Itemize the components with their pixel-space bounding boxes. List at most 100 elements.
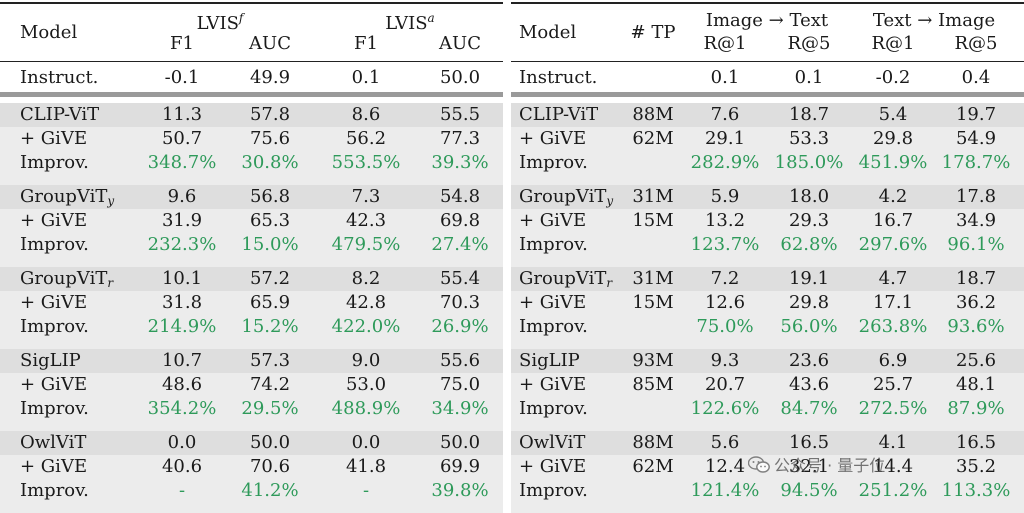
tp-base-value: 31M bbox=[632, 186, 674, 207]
give-value: 75.0 bbox=[439, 374, 481, 395]
tp-give-value: 15M bbox=[632, 292, 674, 313]
model-name-text: GroupViT bbox=[519, 186, 607, 207]
model-subscript: r bbox=[107, 276, 114, 290]
model-name: CLIP-ViT bbox=[20, 104, 99, 130]
base-value: 0.0 bbox=[167, 432, 197, 453]
base-value: 5.4 bbox=[878, 104, 908, 125]
give-value: 20.7 bbox=[704, 374, 746, 395]
improv-label: Improv. bbox=[20, 398, 89, 419]
give-value: 14.4 bbox=[872, 456, 914, 477]
base-value: 17.8 bbox=[955, 186, 997, 207]
improv-value: 272.5% bbox=[858, 398, 928, 419]
tp-base-value: 88M bbox=[632, 432, 674, 453]
give-value: 16.7 bbox=[872, 210, 914, 231]
give-value: 29.1 bbox=[704, 128, 746, 149]
lvis-a-header: LVISa bbox=[385, 7, 434, 35]
improv-label: Improv. bbox=[20, 316, 89, 337]
top-rule bbox=[511, 2, 1024, 4]
model-header: Model bbox=[519, 22, 577, 43]
model-row-highlight bbox=[511, 185, 1024, 209]
give-value: 48.1 bbox=[955, 374, 997, 395]
header-rule bbox=[0, 61, 503, 62]
improv-value: 29.5% bbox=[241, 398, 299, 419]
give-value: 17.1 bbox=[872, 292, 914, 313]
model-name-text: GroupViT bbox=[20, 268, 108, 289]
instruct-label: Instruct. bbox=[519, 67, 598, 88]
base-value: 56.8 bbox=[249, 186, 291, 207]
base-value: 19.1 bbox=[788, 268, 830, 289]
instruct-label: Instruct. bbox=[20, 67, 99, 88]
base-value: 55.4 bbox=[439, 268, 481, 289]
model-name: SigLIP bbox=[519, 350, 580, 376]
model-row-highlight bbox=[0, 431, 503, 455]
improv-value: 39.8% bbox=[431, 480, 489, 501]
base-value: 8.6 bbox=[351, 104, 381, 125]
tp-give-value: 62M bbox=[632, 128, 674, 149]
subcol-header: AUC bbox=[439, 33, 481, 54]
improv-value: 87.9% bbox=[947, 398, 1005, 419]
give-value: 31.9 bbox=[161, 210, 203, 231]
give-label: + GiVE bbox=[20, 374, 88, 395]
lvis-f-superscript: f bbox=[238, 11, 244, 25]
give-value: 75.6 bbox=[249, 128, 291, 149]
give-value: 77.3 bbox=[439, 128, 481, 149]
base-value: 16.5 bbox=[788, 432, 830, 453]
improv-value: 232.3% bbox=[147, 234, 217, 255]
improv-value: 282.9% bbox=[690, 152, 760, 173]
base-value: 6.9 bbox=[878, 350, 908, 371]
separator-band bbox=[511, 92, 1024, 97]
improv-value: 479.5% bbox=[331, 234, 401, 255]
give-label: + GiVE bbox=[519, 292, 587, 313]
give-value: 31.8 bbox=[161, 292, 203, 313]
improv-value: 96.1% bbox=[947, 234, 1005, 255]
model-name-text: OwlViT bbox=[20, 432, 87, 453]
improv-value: 113.3% bbox=[941, 480, 1011, 501]
give-label: + GiVE bbox=[20, 292, 88, 313]
watermark: 公众号 · 量子位 bbox=[748, 452, 885, 476]
improv-value: 251.2% bbox=[858, 480, 928, 501]
give-label: + GiVE bbox=[20, 456, 88, 477]
give-value: 12.6 bbox=[704, 292, 746, 313]
base-value: 18.7 bbox=[955, 268, 997, 289]
improv-value: 122.6% bbox=[690, 398, 760, 419]
improv-value: 263.8% bbox=[858, 316, 928, 337]
improv-label: Improv. bbox=[20, 152, 89, 173]
give-label: + GiVE bbox=[519, 456, 587, 477]
model-row-highlight bbox=[0, 185, 503, 209]
tp-base-value: 88M bbox=[632, 104, 674, 125]
base-value: 57.2 bbox=[249, 268, 291, 289]
give-value: 54.9 bbox=[955, 128, 997, 149]
tp-base-value: 93M bbox=[632, 350, 674, 371]
give-value: 69.8 bbox=[439, 210, 481, 231]
base-value: 50.0 bbox=[249, 432, 291, 453]
model-subscript: y bbox=[107, 194, 115, 208]
improv-value: 348.7% bbox=[147, 152, 217, 173]
base-value: 57.3 bbox=[249, 350, 291, 371]
give-value: 43.6 bbox=[788, 374, 830, 395]
give-value: 29.3 bbox=[788, 210, 830, 231]
base-value: 11.3 bbox=[161, 104, 203, 125]
improv-value: 15.0% bbox=[241, 234, 299, 255]
model-name-text: SigLIP bbox=[519, 350, 580, 371]
lvis-f-title: LVIS bbox=[196, 13, 239, 34]
tp-header: # TP bbox=[630, 22, 676, 43]
improv-label: Improv. bbox=[20, 480, 89, 501]
give-value: 29.8 bbox=[788, 292, 830, 313]
give-value: 35.2 bbox=[955, 456, 997, 477]
give-label: + GiVE bbox=[20, 128, 88, 149]
improv-label: Improv. bbox=[20, 234, 89, 255]
improv-value: 93.6% bbox=[947, 316, 1005, 337]
give-value: 56.2 bbox=[345, 128, 387, 149]
give-value: 42.8 bbox=[345, 292, 387, 313]
give-value: 48.6 bbox=[161, 374, 203, 395]
improv-label: Improv. bbox=[519, 152, 588, 173]
give-value: 69.9 bbox=[439, 456, 481, 477]
top-rule bbox=[0, 2, 503, 4]
base-value: 55.6 bbox=[439, 350, 481, 371]
base-value: 5.9 bbox=[710, 186, 740, 207]
give-value: 53.3 bbox=[788, 128, 830, 149]
base-value: 4.1 bbox=[878, 432, 908, 453]
model-subscript: r bbox=[606, 276, 613, 290]
lvis-results-table: Model LVISf LVISa F1 AUC F1 AUC Instruct. -0.1 49… bbox=[0, 0, 503, 513]
base-value: 4.2 bbox=[878, 186, 908, 207]
